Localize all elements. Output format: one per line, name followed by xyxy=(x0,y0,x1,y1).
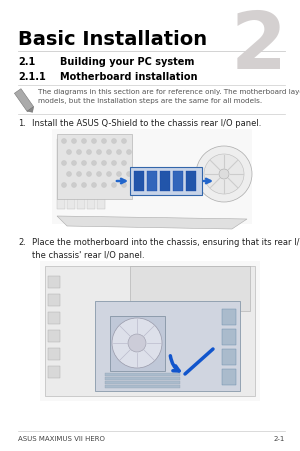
Circle shape xyxy=(122,183,127,188)
Circle shape xyxy=(106,150,112,155)
Circle shape xyxy=(82,161,86,166)
Bar xyxy=(87,140,95,210)
Circle shape xyxy=(86,150,92,155)
Circle shape xyxy=(127,150,131,155)
Bar xyxy=(160,172,170,192)
Circle shape xyxy=(219,170,229,179)
Text: 2.1.1: 2.1.1 xyxy=(18,72,46,82)
Text: The diagrams in this section are for reference only. The motherboard layout may : The diagrams in this section are for ref… xyxy=(38,89,300,104)
Circle shape xyxy=(92,139,97,144)
Circle shape xyxy=(82,183,86,188)
Circle shape xyxy=(122,139,127,144)
Circle shape xyxy=(112,139,116,144)
Circle shape xyxy=(61,139,67,144)
Circle shape xyxy=(106,172,112,177)
Circle shape xyxy=(112,183,116,188)
Circle shape xyxy=(82,139,86,144)
Text: Place the motherboard into the chassis, ensuring that its rear I/O ports are ali: Place the motherboard into the chassis, … xyxy=(32,238,300,259)
Circle shape xyxy=(76,150,82,155)
Bar xyxy=(105,381,180,384)
Circle shape xyxy=(116,150,122,155)
Bar xyxy=(105,377,180,380)
Circle shape xyxy=(127,172,131,177)
Circle shape xyxy=(128,334,146,352)
Circle shape xyxy=(112,161,116,166)
Bar xyxy=(130,267,250,311)
Text: Basic Installation: Basic Installation xyxy=(18,30,207,49)
Circle shape xyxy=(92,183,97,188)
Bar xyxy=(57,140,65,210)
Bar xyxy=(57,135,132,199)
Circle shape xyxy=(97,172,101,177)
Bar xyxy=(222,349,236,365)
Text: 1.: 1. xyxy=(18,119,26,128)
Circle shape xyxy=(61,161,67,166)
Text: 2.1: 2.1 xyxy=(18,57,35,67)
Text: 2-1: 2-1 xyxy=(274,435,285,441)
Bar xyxy=(48,295,60,306)
Circle shape xyxy=(112,318,162,368)
Bar xyxy=(77,140,85,210)
Bar xyxy=(105,373,180,376)
Text: ASUS MAXIMUS VII HERO: ASUS MAXIMUS VII HERO xyxy=(18,435,105,441)
Bar xyxy=(48,348,60,360)
Bar xyxy=(48,330,60,342)
Bar xyxy=(173,172,183,192)
Circle shape xyxy=(76,172,82,177)
Bar xyxy=(105,385,180,388)
Circle shape xyxy=(116,172,122,177)
Text: 2.: 2. xyxy=(18,238,26,246)
Circle shape xyxy=(204,155,244,194)
Circle shape xyxy=(71,183,76,188)
Bar xyxy=(147,172,157,192)
Circle shape xyxy=(101,161,106,166)
Circle shape xyxy=(67,150,71,155)
Bar xyxy=(45,267,255,396)
Circle shape xyxy=(67,172,71,177)
Circle shape xyxy=(101,139,106,144)
Circle shape xyxy=(122,161,127,166)
Circle shape xyxy=(92,161,97,166)
Circle shape xyxy=(196,147,252,202)
Bar xyxy=(48,312,60,324)
Bar xyxy=(97,140,105,210)
Bar xyxy=(95,301,240,391)
Polygon shape xyxy=(27,107,34,113)
Bar xyxy=(222,329,236,345)
Circle shape xyxy=(97,150,101,155)
Circle shape xyxy=(101,183,106,188)
Bar xyxy=(134,172,144,192)
Text: Building your PC system: Building your PC system xyxy=(60,57,194,67)
Bar xyxy=(130,168,202,196)
Bar xyxy=(48,276,60,288)
Bar xyxy=(67,140,75,210)
Circle shape xyxy=(71,161,76,166)
Bar xyxy=(40,262,260,401)
Circle shape xyxy=(86,172,92,177)
Bar xyxy=(222,369,236,385)
Bar xyxy=(110,316,165,371)
Circle shape xyxy=(61,183,67,188)
Polygon shape xyxy=(57,216,247,230)
Circle shape xyxy=(71,139,76,144)
Bar xyxy=(222,309,236,325)
Bar xyxy=(186,172,196,192)
Bar xyxy=(48,366,60,378)
Polygon shape xyxy=(14,89,34,112)
Bar xyxy=(52,130,252,225)
Text: Motherboard installation: Motherboard installation xyxy=(60,72,197,82)
Text: 2: 2 xyxy=(231,8,287,86)
Text: Install the ASUS Q-Shield to the chassis rear I/O panel.: Install the ASUS Q-Shield to the chassis… xyxy=(32,119,261,128)
